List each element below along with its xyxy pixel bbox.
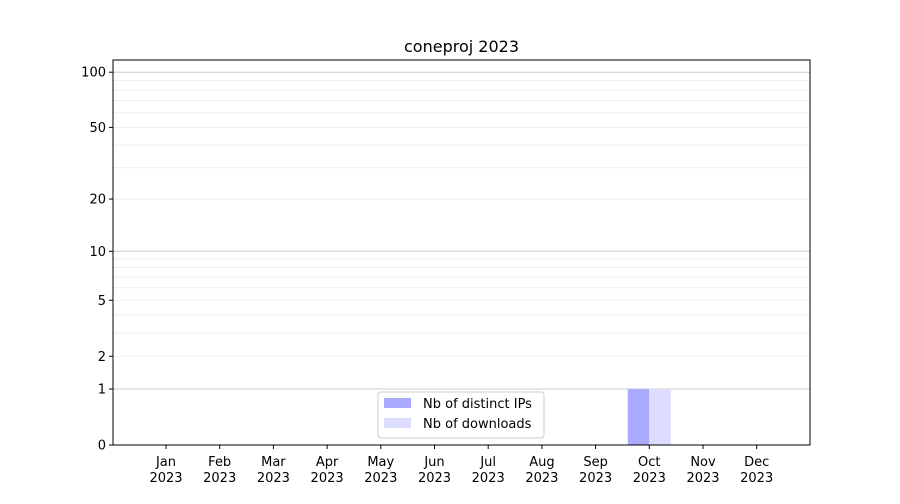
- legend: Nb of distinct IPs Nb of downloads: [377, 391, 545, 439]
- y-tick-label: 50: [89, 121, 106, 136]
- x-tick-label: Jul 2023: [472, 455, 505, 486]
- x-tick-label: Mar 2023: [257, 455, 290, 486]
- chart-title: coneproj 2023: [404, 37, 519, 56]
- bar-downloads: [649, 389, 671, 445]
- bars: [627, 389, 671, 445]
- legend-box: [377, 391, 545, 439]
- x-tick-label: Jun 2023: [418, 455, 451, 486]
- legend-label: Nb of distinct IPs: [423, 397, 532, 412]
- plot-frame: [112, 59, 811, 446]
- y-axis: 0 1 2 5 10 20 50 100: [81, 66, 113, 454]
- x-tick-label: Sep 2023: [579, 455, 612, 486]
- bar-distinct-ips: [627, 389, 650, 445]
- legend-swatch: [384, 418, 411, 428]
- x-tick-label: Oct 2023: [633, 455, 666, 486]
- x-tick-label: Dec 2023: [740, 455, 773, 486]
- x-tick-label: May 2023: [364, 455, 397, 486]
- x-axis: Jan 2023 Feb 2023 Mar 2023 Apr 2023 May 2023 Jun 20…: [149, 445, 773, 486]
- legend-label: Nb of downloads: [423, 417, 532, 432]
- grid: [113, 71, 810, 390]
- y-tick-label: 10: [89, 245, 106, 260]
- y-tick-label: 5: [98, 294, 106, 309]
- x-tick-label: Nov 2023: [686, 455, 719, 486]
- x-tick-label: Jan 2023: [149, 455, 182, 486]
- y-tick-label: 2: [98, 350, 106, 365]
- y-tick-label: 1: [98, 383, 106, 398]
- legend-swatch: [384, 398, 411, 408]
- y-tick-label: 20: [89, 193, 106, 208]
- y-tick-label: 0: [98, 439, 106, 454]
- x-tick-label: Apr 2023: [311, 455, 344, 486]
- x-tick-label: Aug 2023: [525, 455, 558, 486]
- x-tick-label: Feb 2023: [203, 455, 236, 486]
- y-tick-label: 100: [81, 66, 106, 81]
